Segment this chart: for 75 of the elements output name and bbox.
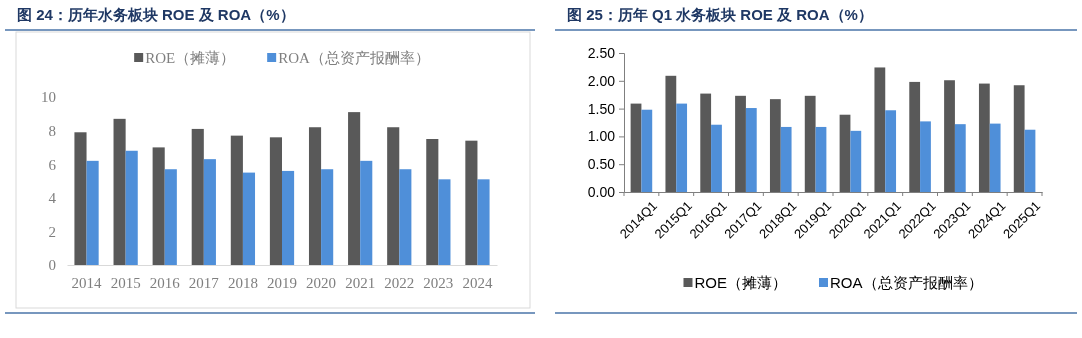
bar [874,67,886,192]
x-tick-label: 2024 [462,274,493,291]
x-tick-label: 2021 [345,274,376,291]
bar [815,126,827,192]
bar [125,150,138,265]
bar [711,124,722,192]
chart-title: 图 25：历年 Q1 水务板块 ROE 及 ROA（%） [567,6,873,23]
y-tick-label: 0.50 [587,156,616,173]
bar [465,140,478,265]
bar [242,172,256,265]
bar [839,114,851,192]
x-tick-label: 2016 [149,274,181,291]
bar [885,110,897,192]
bar [438,179,451,265]
bar [769,99,781,192]
bar [676,103,688,192]
chart-title: 图 24：历年水务板块 ROE 及 ROA（%） [17,6,295,23]
bar [74,132,87,265]
bar [387,127,400,265]
x-tick-label: 2023 [423,274,454,291]
bar [152,147,165,265]
bar [269,137,282,265]
x-tick-label: 2022 [384,274,415,291]
y-tick-label: 0.00 [587,183,616,200]
legend-label: ROA（总资产报酬率） [278,50,430,67]
y-tick-label: 2 [48,223,56,240]
bar [348,112,361,265]
x-tick-label: 2019 [267,274,297,291]
bar [113,118,126,265]
bar [665,75,677,192]
y-tick-label: 1.50 [587,100,616,117]
bar [944,80,955,192]
bar [86,160,99,265]
bar [630,103,642,192]
bar [804,95,816,192]
bar [1013,85,1025,192]
bar [164,169,177,265]
x-tick-label: 2017 [188,274,220,291]
y-tick-label: 10 [41,89,56,106]
y-tick-label: 1.00 [587,128,616,145]
bar [735,95,746,192]
bar [203,159,216,265]
bar [282,170,295,265]
bar [920,121,931,192]
y-tick-label: 4 [48,190,57,207]
x-tick-label: 2020 [306,274,337,291]
x-tick-label: 2014 [71,274,103,291]
y-tick-label: 2.00 [587,72,616,89]
bar [989,123,1001,192]
bar [700,93,712,192]
y-tick-label: 6 [48,156,57,173]
y-tick-label: 8 [48,122,56,139]
bar [477,179,490,265]
x-tick-label: 2018 [227,274,258,291]
bar [954,124,966,192]
bar [399,169,412,265]
bar [360,160,373,265]
bar [780,126,792,192]
bar [850,130,862,192]
bar [745,108,757,192]
bar [1024,129,1036,192]
legend-label: ROA（总资产报酬率） [830,274,983,292]
legend-label: ROE（摊薄） [145,50,236,67]
bar [978,83,990,192]
bar [230,135,243,265]
bar [308,127,322,265]
bar [641,109,653,192]
y-tick-label: 0 [48,257,56,274]
bar [191,128,204,265]
bar [426,139,439,265]
legend-label: ROE（摊薄） [694,274,787,292]
y-tick-label: 2.50 [587,44,616,61]
x-tick-label: 2015 [110,274,141,291]
bar [909,81,921,192]
bar [321,169,334,265]
